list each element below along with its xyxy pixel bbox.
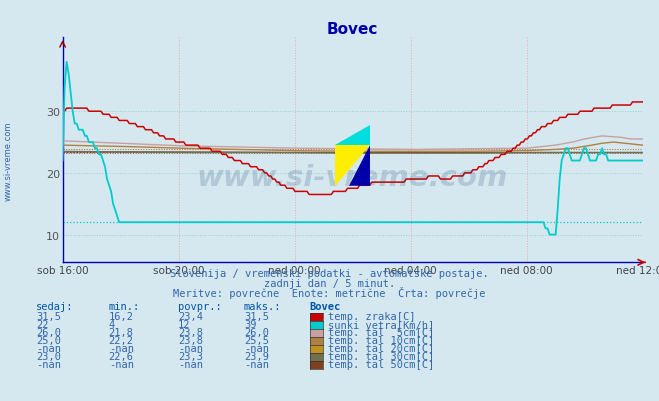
Text: Meritve: povrečne  Enote: metrične  Črta: povrečje: Meritve: povrečne Enote: metrične Črta: … (173, 287, 486, 299)
Polygon shape (335, 126, 370, 146)
Text: Slovenija / vremenski podatki - avtomatske postaje.: Slovenija / vremenski podatki - avtomats… (170, 269, 489, 279)
Text: -nan: -nan (178, 343, 203, 353)
Text: 4: 4 (109, 319, 115, 329)
Text: -nan: -nan (36, 359, 61, 369)
Text: 39: 39 (244, 319, 256, 329)
Text: temp. tal 10cm[C]: temp. tal 10cm[C] (328, 335, 434, 345)
Text: 23,4: 23,4 (178, 311, 203, 321)
Text: zadnji dan / 5 minut.: zadnji dan / 5 minut. (264, 279, 395, 289)
Text: -nan: -nan (109, 359, 134, 369)
Text: 26,0: 26,0 (36, 327, 61, 337)
Text: 21,8: 21,8 (109, 327, 134, 337)
Text: 23,8: 23,8 (178, 327, 203, 337)
Text: -nan: -nan (244, 343, 269, 353)
Text: -nan: -nan (36, 343, 61, 353)
Text: 16,2: 16,2 (109, 311, 134, 321)
Text: temp. tal 30cm[C]: temp. tal 30cm[C] (328, 351, 434, 361)
Text: temp. tal 20cm[C]: temp. tal 20cm[C] (328, 343, 434, 353)
Text: Bovec: Bovec (310, 302, 341, 312)
Text: sunki vetra[Km/h]: sunki vetra[Km/h] (328, 319, 434, 329)
Polygon shape (335, 146, 370, 186)
Text: 23,8: 23,8 (178, 335, 203, 345)
Text: temp. tal 50cm[C]: temp. tal 50cm[C] (328, 359, 434, 369)
Text: -nan: -nan (109, 343, 134, 353)
Text: 22,6: 22,6 (109, 351, 134, 361)
Text: -nan: -nan (244, 359, 269, 369)
Text: povpr.:: povpr.: (178, 302, 221, 312)
Text: 12: 12 (178, 319, 190, 329)
Text: 25,5: 25,5 (244, 335, 269, 345)
Text: 23,0: 23,0 (36, 351, 61, 361)
Text: 31,5: 31,5 (244, 311, 269, 321)
Text: 22,2: 22,2 (109, 335, 134, 345)
Text: sedaj:: sedaj: (36, 302, 74, 312)
Text: maks.:: maks.: (244, 302, 281, 312)
Text: www.si-vreme.com: www.si-vreme.com (4, 121, 13, 200)
Text: 26,0: 26,0 (244, 327, 269, 337)
Title: Bovec: Bovec (327, 22, 378, 37)
Text: 25,0: 25,0 (36, 335, 61, 345)
Polygon shape (349, 146, 370, 186)
Text: 23,9: 23,9 (244, 351, 269, 361)
Text: temp. zraka[C]: temp. zraka[C] (328, 311, 415, 321)
Text: 23,3: 23,3 (178, 351, 203, 361)
Text: -nan: -nan (178, 359, 203, 369)
Text: 31,5: 31,5 (36, 311, 61, 321)
Text: temp. tal  5cm[C]: temp. tal 5cm[C] (328, 327, 434, 337)
Text: 22: 22 (36, 319, 49, 329)
Text: min.:: min.: (109, 302, 140, 312)
Text: www.si-vreme.com: www.si-vreme.com (197, 163, 508, 191)
